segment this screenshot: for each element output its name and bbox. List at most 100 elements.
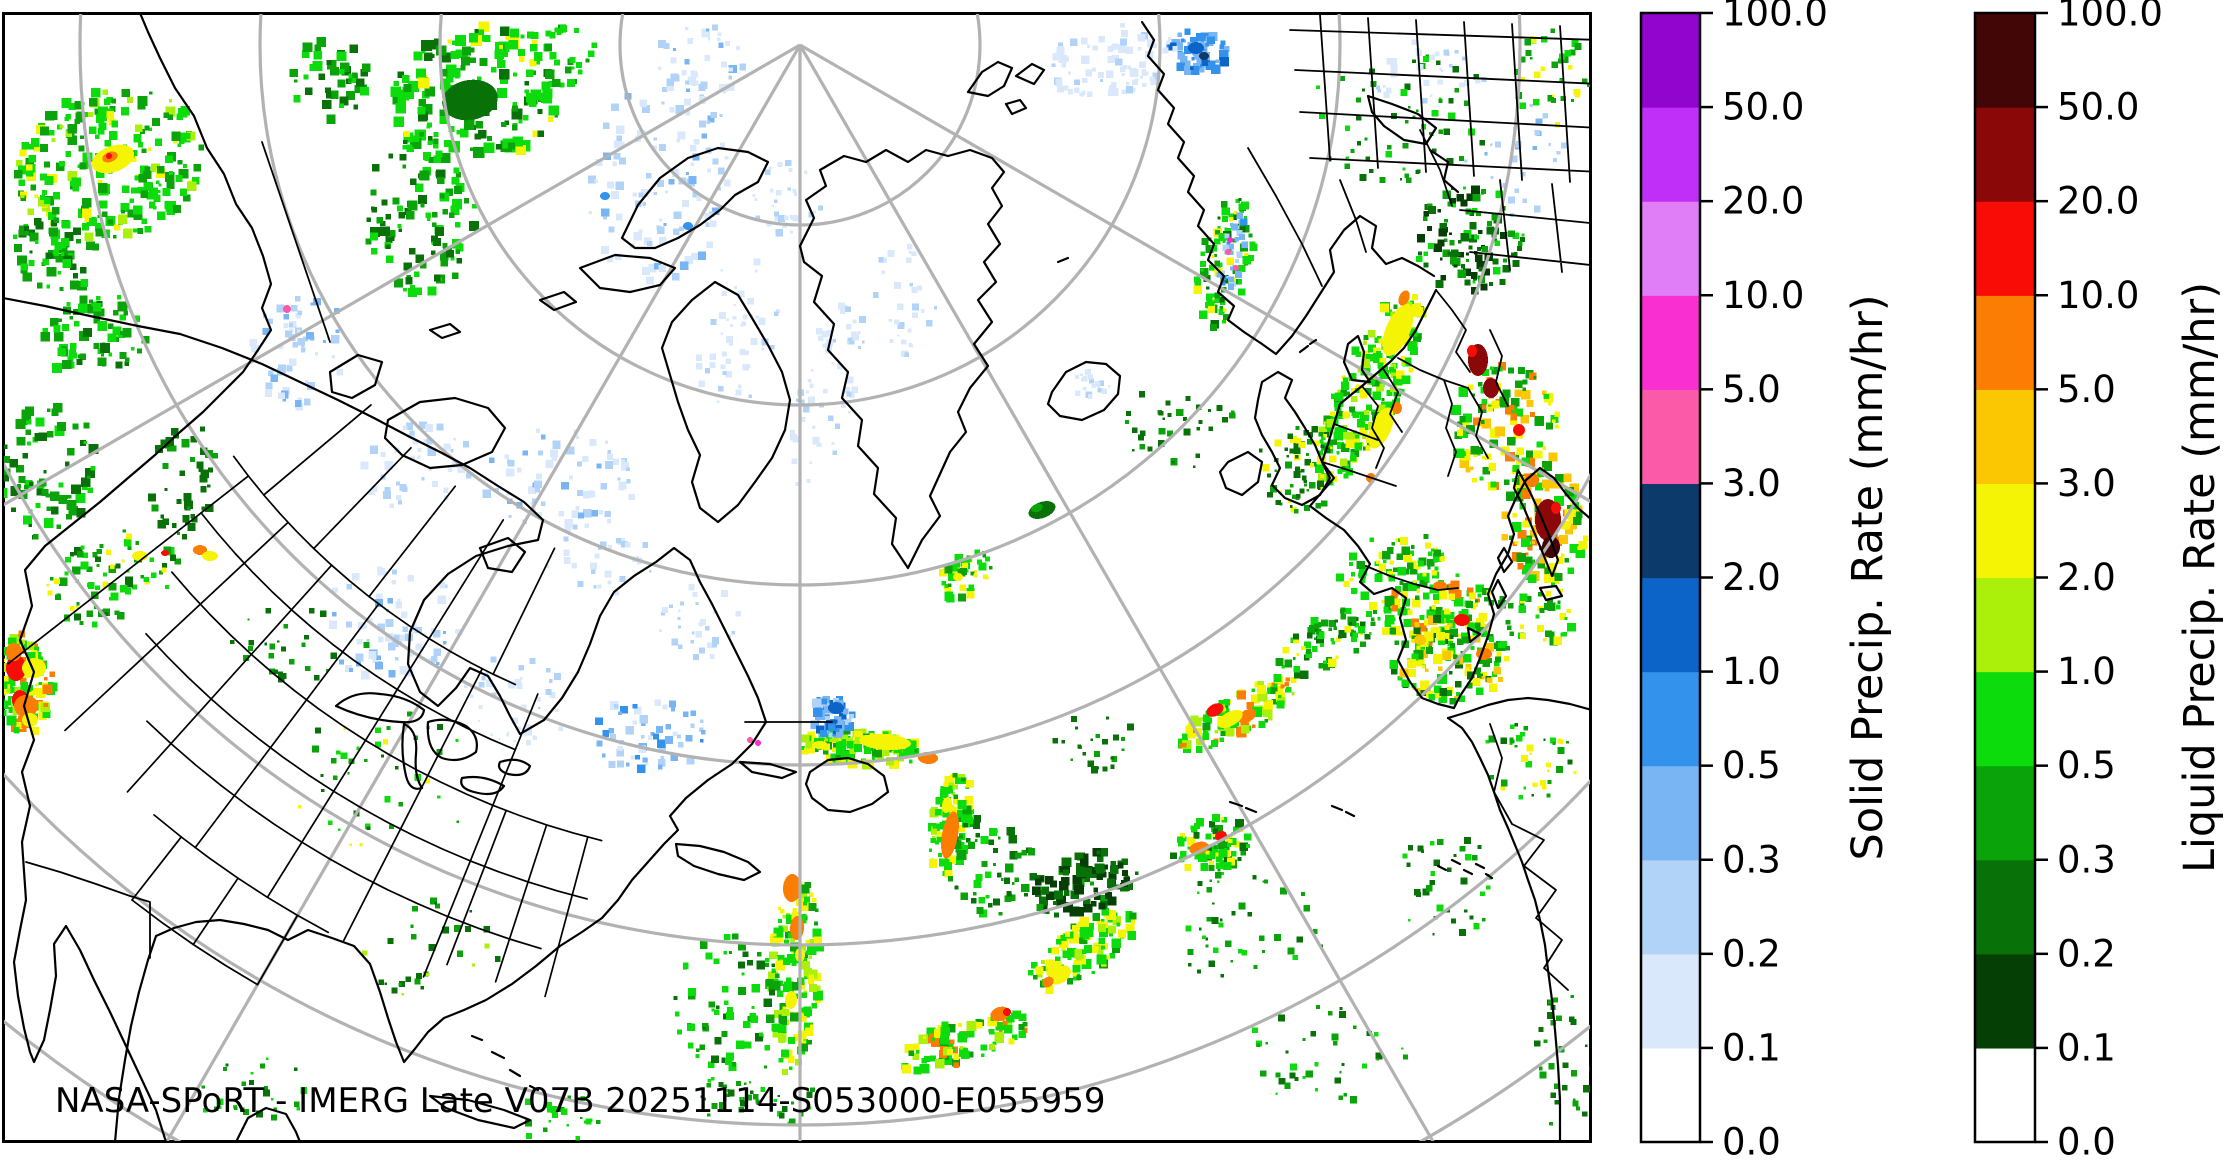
precip-cluster	[249, 295, 344, 411]
colorbar-liquid: 0.0 0.1 0.2 0.3 0.5 1.0 2.0 3.0 5.0 10.0 20.0 50.0 1…	[1973, 0, 2163, 1164]
precip-core	[193, 545, 207, 555]
precip-core	[1217, 709, 1243, 729]
coastline-africa-med	[1446, 696, 1590, 720]
colorbar-tick-label: 0.0	[2057, 1121, 2116, 1164]
coastline-north-america	[4, 297, 768, 1141]
colorbar-tick-label: 0.2	[2057, 932, 2116, 975]
precip-core	[1206, 703, 1224, 717]
precip-core	[1392, 402, 1402, 414]
border-alaska-yukon	[261, 141, 331, 343]
colorbar-tick-label: 0.5	[2057, 744, 2116, 787]
precip-cluster	[390, 21, 565, 164]
precip-cluster	[752, 159, 823, 237]
precip-core	[600, 192, 610, 200]
precip-core	[1467, 345, 1477, 357]
colorbar-segment	[1641, 201, 1700, 296]
colorbar-segment	[1975, 389, 2035, 485]
peninsula-yucatan	[235, 1106, 301, 1141]
precip-cluster	[4, 402, 99, 540]
colorbar-tick-label: 10.0	[1722, 274, 1804, 317]
precip-cluster	[1252, 1004, 1408, 1104]
precip-cluster	[524, 1095, 601, 1141]
island-baffin	[660, 280, 792, 524]
precip-core	[755, 740, 761, 746]
precip-core	[1188, 42, 1204, 54]
peninsula-italy	[1512, 468, 1560, 578]
precip-core	[1398, 290, 1410, 306]
border-us-mexico	[25, 861, 151, 959]
precip-cluster	[673, 933, 784, 1072]
precip-cluster	[1125, 391, 1236, 469]
precip-core	[683, 222, 693, 230]
precip-cluster	[362, 897, 501, 996]
precip-cluster	[928, 772, 975, 878]
meridian-line	[798, 44, 1435, 1141]
precip-cluster	[1027, 908, 1137, 994]
colorbar-segment	[1641, 389, 1700, 485]
colorbar-tick-label: 1.0	[1722, 650, 1781, 693]
precip-core	[1199, 52, 1209, 60]
colorbar-segment	[1641, 953, 1700, 1049]
islands-bahamas	[470, 1034, 540, 1092]
coastline-scandinavia	[1140, 20, 1436, 356]
precip-cluster	[1336, 534, 1446, 600]
precip-core	[1225, 249, 1231, 255]
island-ellesmere	[620, 146, 770, 250]
precip-core	[1513, 424, 1525, 436]
colorbar-tick-label: 0.3	[2057, 838, 2116, 881]
precip-core	[106, 153, 112, 159]
colorbar-segment	[1641, 671, 1700, 767]
colorbar-tick-label: 2.0	[2057, 556, 2116, 599]
precip-cluster	[40, 295, 150, 373]
borders-africa	[1489, 723, 1569, 991]
borders-europe	[1247, 14, 1590, 591]
precip-cluster	[901, 1010, 1028, 1075]
precip-core	[1189, 841, 1209, 855]
colorbar-tick-label: 100.0	[1722, 0, 1828, 35]
island-victoria	[383, 396, 507, 470]
precip-cluster	[1513, 28, 1590, 128]
annotation-text: NASA-SPoRT - IMERG Late V07B 20251114-S0…	[55, 1081, 1106, 1121]
colorbar-tick-label: 0.3	[1722, 838, 1781, 881]
precip-core	[828, 702, 844, 714]
precip-cluster	[464, 656, 564, 746]
precip-core	[1233, 265, 1239, 271]
precip-core	[161, 550, 169, 556]
island-devon	[578, 253, 677, 294]
colorbar-segment	[1975, 295, 2035, 390]
island-iceland	[1046, 360, 1122, 422]
island-southampton	[478, 536, 527, 574]
colorbar-segment	[1641, 1047, 1700, 1143]
precip-cluster	[289, 37, 371, 124]
precip-cluster	[14, 88, 205, 242]
colorbar-segment	[1975, 107, 2035, 202]
peninsula-nova-scotia	[674, 842, 762, 882]
islands-svalbard	[966, 60, 1046, 116]
precip-core	[1003, 1008, 1011, 1016]
colorbar-segment	[1975, 765, 2035, 861]
islands-shetland	[1298, 338, 1318, 354]
precip-core	[859, 733, 911, 751]
colorbar-tick-label: 20.0	[1722, 180, 1804, 223]
precip-core	[1049, 965, 1071, 985]
colorbar-segment	[1641, 483, 1700, 579]
colorbar-segment	[1641, 765, 1700, 861]
colorbar-tick-label: 1.0	[2057, 650, 2116, 693]
precip-core	[1227, 237, 1233, 243]
colorbar-segment	[1975, 577, 2035, 673]
precip-core	[782, 874, 802, 902]
precip-core	[1031, 503, 1043, 513]
precip-core	[1454, 614, 1470, 626]
coastline-africa-west	[1446, 716, 1562, 1141]
precip-core	[1042, 976, 1054, 988]
precip-cluster	[1402, 837, 1492, 936]
colorbar-tick-label: 5.0	[2057, 368, 2116, 411]
islands-arctic-small	[428, 290, 578, 340]
colorbar-segment	[1641, 577, 1700, 673]
precip-core	[953, 573, 963, 581]
precip-core	[941, 811, 959, 859]
precip-core	[941, 797, 953, 813]
precip-core	[14, 695, 38, 717]
